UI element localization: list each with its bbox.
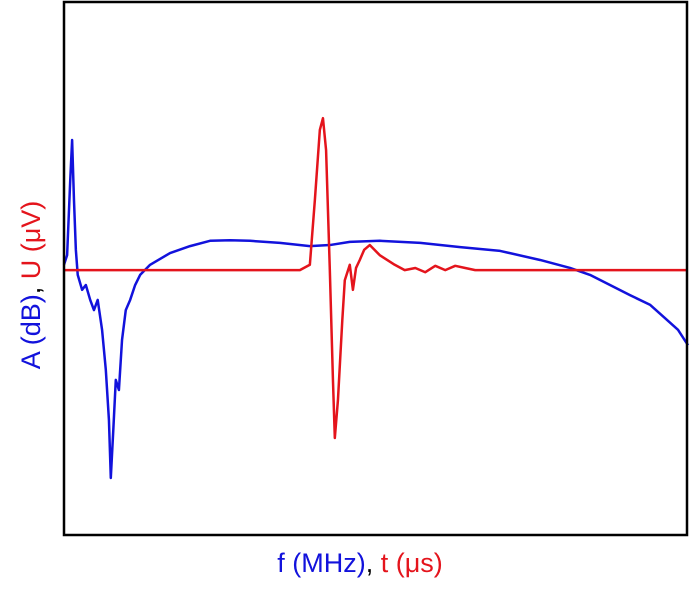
axis-label-part: , (366, 548, 381, 578)
axis-label-part: f (MHz) (277, 548, 365, 578)
y-axis-label: A (dB), U (μV) (16, 201, 46, 370)
x-axis-label: f (MHz), t (μs) (277, 548, 443, 578)
series-line (64, 116, 688, 440)
axis-label-part: , (16, 279, 46, 294)
axis-label-part: t (μs) (381, 548, 443, 578)
plot-frame (62, 0, 689, 537)
axis-label-part: A (dB) (16, 294, 46, 369)
axis-label-part: U (μV) (16, 201, 46, 280)
series-line (62, 138, 689, 480)
